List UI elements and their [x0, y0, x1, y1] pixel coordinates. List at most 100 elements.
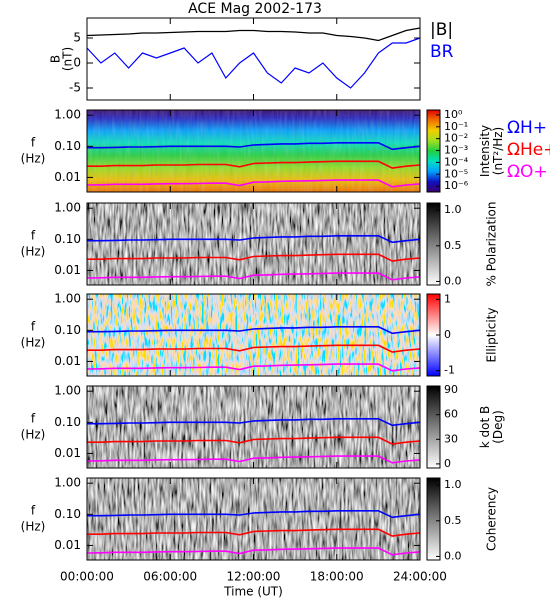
colorbar: [426, 202, 441, 286]
gyrofrequency-line: [87, 326, 421, 335]
colorbar-tick-label: 1: [444, 292, 451, 305]
y-tick-label: 1.00: [54, 108, 81, 122]
colorbar-tick-label: 10⁻²: [444, 132, 468, 145]
y-axis-label: B: [49, 55, 63, 63]
gyrofrequency-line: [87, 142, 421, 151]
y-tick-label: -5: [69, 81, 81, 95]
y-axis-label: (Hz): [21, 152, 46, 166]
colorbar-tick-label: 90: [444, 383, 458, 396]
x-tick-label: 00:00:00: [60, 570, 114, 584]
y-tick-label: 0.10: [54, 415, 81, 429]
y-tick-label: 5: [73, 31, 81, 45]
spectrogram-image: [87, 478, 420, 560]
colorbar-tick-label: -1: [444, 364, 455, 377]
colorbar-tick-label: 10⁻³: [444, 144, 468, 157]
plot-frame: [86, 17, 421, 101]
y-axis-label: f: [31, 229, 36, 243]
spectrogram-texture: [87, 110, 420, 192]
legend-label: BR: [430, 42, 454, 62]
x-axis-label: Time (UT): [223, 585, 283, 599]
x-tick-label: 24:00:00: [393, 570, 447, 584]
plot-frame: [86, 109, 421, 193]
y-tick-label: 0.01: [54, 170, 81, 184]
y-axis-label: (Hz): [21, 245, 46, 259]
y-axis-label: (Hz): [21, 520, 46, 534]
colorbar-tick-label: 1.0: [444, 203, 462, 216]
y-tick-label: 0: [73, 56, 81, 70]
colorbar-tick-label: 10⁻¹: [444, 120, 468, 133]
gyrofrequency-line: [87, 235, 421, 244]
gyrofrequency-line: [86, 272, 421, 281]
gyrofrequency-line: [87, 436, 421, 445]
colorbar-tick-label: 60: [444, 408, 458, 421]
y-axis-label: (nT): [61, 47, 75, 71]
gyrofrequency-line: [86, 547, 421, 556]
colorbar: [426, 477, 441, 561]
plot-frame: [86, 293, 421, 377]
legend-label: |B|: [430, 20, 453, 40]
legend-label: ΩHe+: [507, 140, 550, 160]
spectrogram-image: [87, 294, 420, 376]
y-axis-label: f: [31, 136, 36, 150]
x-tick-label: 18:00:00: [310, 570, 364, 584]
gyrofrequency-line: [86, 179, 421, 188]
y-axis-label: (Hz): [21, 428, 46, 442]
colorbar-label: (nT²/Hz): [491, 127, 505, 175]
legend-label: ΩO+: [507, 162, 548, 182]
y-tick-label: 0.01: [54, 354, 81, 368]
colorbar-tick-label: 0: [444, 457, 451, 470]
colorbar-tick-label: 10⁰: [444, 108, 463, 121]
plot-frame: [86, 385, 421, 469]
colorbar-label: k dot B: [478, 406, 492, 448]
y-tick-label: 0.01: [54, 538, 81, 552]
gyrofrequency-line: [87, 253, 421, 262]
y-axis-label: f: [31, 320, 36, 334]
y-tick-label: 0.10: [54, 232, 81, 246]
colorbar-tick-label: 0.5: [444, 514, 462, 527]
spectrogram-image: [87, 386, 420, 468]
colorbar-tick-label: 10⁻⁴: [444, 155, 469, 168]
data-line: [86, 27, 421, 42]
plot-frame: [86, 202, 421, 286]
colorbar-tick-label: 0.5: [444, 239, 462, 252]
colorbar-label: Coherency: [485, 487, 499, 551]
y-tick-label: 0.01: [54, 263, 81, 277]
spectrogram-image: [87, 203, 420, 285]
colorbar-tick-label: 0.0: [444, 549, 462, 562]
y-tick-label: 0.10: [54, 323, 81, 337]
plot-frame: [86, 477, 421, 561]
colorbar-label: Ellipticity: [485, 308, 499, 363]
gyrofrequency-line: [86, 455, 421, 464]
colorbar-tick-label: 30: [444, 432, 458, 445]
data-line: [86, 37, 421, 89]
gyrofrequency-line: [87, 344, 421, 353]
gyrofrequency-line: [87, 418, 421, 427]
x-tick-label: 12:00:00: [227, 570, 281, 584]
colorbar-tick-label: 1.0: [444, 478, 462, 491]
colorbar-tick-label: 10⁻⁵: [444, 167, 468, 180]
y-axis-label: f: [31, 504, 36, 518]
colorbar: [426, 385, 441, 469]
y-tick-label: 0.01: [54, 446, 81, 460]
legend-label: ΩH+: [507, 118, 547, 138]
y-axis-label: f: [31, 412, 36, 426]
y-tick-label: 0.10: [54, 507, 81, 521]
colorbar-label: Intensity: [478, 125, 492, 177]
colorbar-tick-label: 10⁻⁶: [444, 179, 469, 192]
y-tick-label: 1.00: [54, 201, 81, 215]
gyrofrequency-line: [87, 160, 421, 169]
y-axis-label: (Hz): [21, 336, 46, 350]
y-tick-label: 1.00: [54, 476, 81, 490]
colorbar-tick-label: 0.0: [444, 274, 462, 287]
colorbar-label: (Deg): [491, 410, 505, 444]
y-tick-label: 1.00: [54, 384, 81, 398]
y-tick-label: 0.10: [54, 139, 81, 153]
colorbar-tick-label: 0: [444, 328, 451, 341]
gyrofrequency-line: [87, 510, 421, 519]
gyrofrequency-line: [87, 528, 421, 537]
x-tick-label: 06:00:00: [143, 570, 197, 584]
y-tick-label: 1.00: [54, 292, 81, 306]
chart-title: ACE Mag 2002-173: [188, 1, 322, 17]
